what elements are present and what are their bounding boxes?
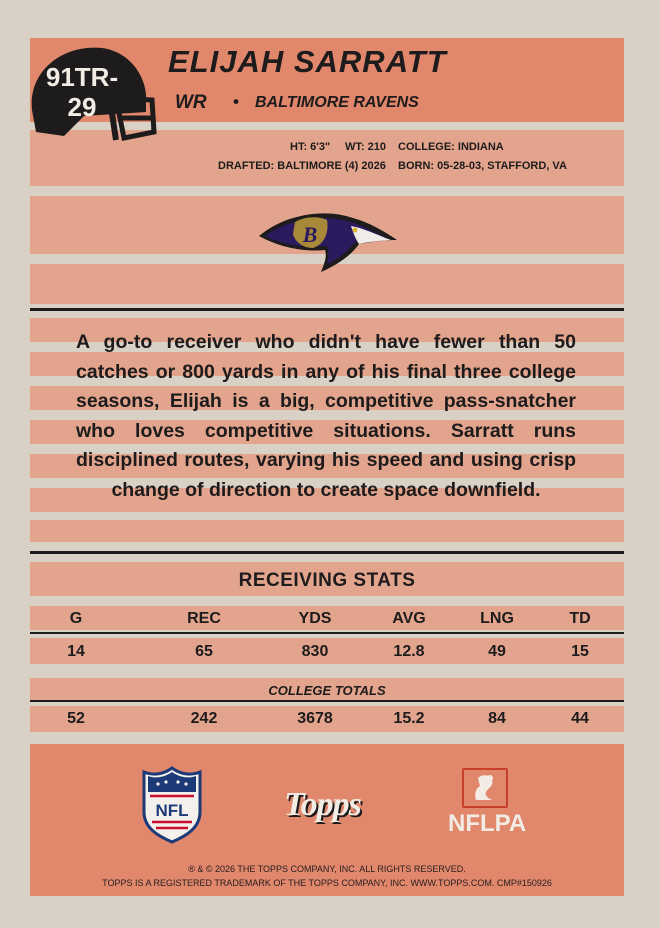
stat-season-yds: 830 [301,643,329,660]
stat-header-td: TD [569,610,591,627]
ravens-logo-letter: B [302,222,318,247]
player-position: WR [175,92,207,113]
stat-header-g: G [69,610,83,627]
stat-total-g: 52 [67,710,85,727]
stat-season-g: 14 [67,643,85,660]
blurb-stripe-4 [30,420,624,444]
stat-total-td: 44 [571,710,589,727]
stat-total-rec: 242 [190,710,218,727]
helmet-icon [31,47,157,141]
legal-line-2: TOPPS IS A REGISTERED TRADEMARK OF THE T… [102,878,552,888]
card-number-line1: 91TR- [45,62,119,92]
player-name: ELIJAH SARRATT [168,44,447,79]
bio-weight: WT: 210 [345,141,386,153]
stat-total-lng: 84 [488,710,506,727]
divider-rule [30,551,624,554]
stat-header-yds: YDS [298,610,332,627]
bio-college: COLLEGE: INDIANA [398,141,504,153]
stat-season-avg: 12.8 [393,643,425,660]
totals-rule [30,700,624,702]
stats-header-rule [30,632,624,634]
legal-line-1: ® & © 2026 THE TOPPS COMPANY, INC. ALL R… [188,864,466,874]
nfl-shield-logo: NFL [142,766,202,844]
player-bio-blurb: A go-to receiver who didn't have fewer t… [76,331,576,501]
blurb-stripe-3 [30,386,624,410]
stats-title-stripe [30,562,624,596]
college-totals-label: COLLEGE TOTALS [268,683,386,698]
decor-stripe [30,264,624,304]
stat-header-rec: REC [187,610,221,627]
totals-row-stripe [30,706,624,732]
blurb-stripe-6 [30,488,624,512]
card-number: 91TR- 29 [36,62,128,122]
nfl-logo-text: NFL [155,801,188,820]
footer-band [30,744,624,896]
stat-season-rec: 65 [195,643,213,660]
nflpa-figure-icon [475,775,494,800]
totals-label-stripe [30,678,624,700]
stat-header-lng: LNG [480,610,514,627]
nflpa-player-icon [462,768,508,808]
stat-total-avg: 15.2 [393,710,425,727]
bio-height: HT: 6'3" [290,141,331,153]
blurb-stripe-2 [30,352,624,376]
stats-season-stripe [30,638,624,664]
ravens-logo-icon: B [259,213,397,272]
stat-season-td: 15 [571,643,589,660]
stats-title: RECEIVING STATS [238,570,416,591]
bio-born: BORN: 05-28-03, STAFFORD, VA [398,160,567,172]
stat-season-lng: 49 [488,643,506,660]
divider-rule [30,308,624,311]
team-name: BALTIMORE RAVENS [255,94,419,111]
topps-logo: Topps [284,786,362,823]
nflpa-logo-text: NFLPA [448,810,527,837]
card-number-line2: 29 [67,92,97,122]
position-separator: • [233,92,239,111]
bio-drafted: DRAFTED: BALTIMORE (4) 2026 [218,160,386,172]
stat-header-avg: AVG [392,610,426,627]
stats-header-stripe [30,606,624,630]
blurb-stripe-5 [30,454,624,478]
blurb-stripe-7 [30,520,624,542]
stat-total-yds: 3678 [297,710,333,727]
blurb-stripe-1 [30,318,624,342]
